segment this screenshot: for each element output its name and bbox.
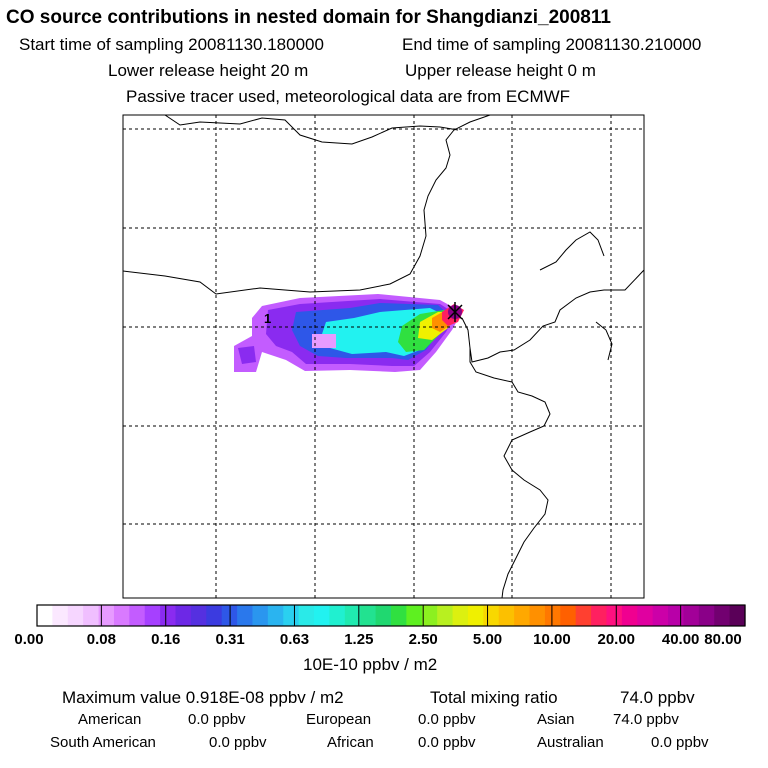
colorbar-tick-label: 40.00 bbox=[661, 631, 700, 648]
tracer-label: Passive tracer used, meteorological data… bbox=[126, 87, 571, 106]
colorbar-swatch bbox=[375, 605, 392, 626]
colorbar-tick-label: 0.16 bbox=[151, 631, 181, 648]
colorbar-tick-label: 20.00 bbox=[597, 631, 636, 648]
plume-contour-label: 1 bbox=[264, 311, 271, 326]
colorbar-swatch bbox=[67, 605, 84, 626]
colorbar-swatch bbox=[467, 605, 484, 626]
plume-south-blob bbox=[238, 346, 256, 364]
colorbar-swatch bbox=[52, 605, 69, 626]
colorbar-tick-label: 0.08 bbox=[86, 631, 116, 648]
colorbar-swatch bbox=[206, 605, 223, 626]
colorbar-unit-label: 10E-10 ppbv / m2 bbox=[303, 655, 438, 674]
colorbar-swatch bbox=[283, 605, 300, 626]
total-mixing-ratio-label: Total mixing ratio bbox=[430, 688, 558, 707]
colorbar-swatch bbox=[360, 605, 377, 626]
maximum-value-label: Maximum value 0.918E-08 ppbv / m2 bbox=[62, 688, 344, 707]
source-value: 0.0 ppbv bbox=[418, 734, 476, 751]
colorbar-swatch bbox=[406, 605, 423, 626]
colorbar-swatch bbox=[298, 605, 315, 626]
colorbar-tick-label: 10.00 bbox=[533, 631, 571, 648]
colorbar-tick-label: 0.00 bbox=[14, 631, 44, 648]
colorbar-swatch bbox=[683, 605, 700, 626]
colorbar-swatch bbox=[344, 605, 361, 626]
colorbar-swatch bbox=[621, 605, 638, 626]
colorbar-swatch bbox=[560, 605, 577, 626]
start-time-label: Start time of sampling 20081130.180000 bbox=[19, 35, 324, 54]
chart-title: CO source contributions in nested domain… bbox=[6, 7, 611, 28]
colorbar-swatch bbox=[591, 605, 608, 626]
source-name: European bbox=[306, 711, 372, 728]
colorbar-swatch bbox=[329, 605, 346, 626]
colorbar-swatch bbox=[698, 605, 715, 626]
colorbar-frame bbox=[36, 604, 746, 627]
colorbar-swatch bbox=[144, 605, 161, 626]
source-value: 0.0 ppbv bbox=[188, 711, 246, 728]
total-mixing-ratio-value: 74.0 ppbv bbox=[620, 688, 695, 707]
source-value: 74.0 ppbv bbox=[613, 711, 679, 728]
colorbar-tick-label: 0.31 bbox=[215, 631, 245, 648]
source-name: South American bbox=[50, 734, 156, 751]
colorbar-swatch bbox=[729, 605, 746, 626]
colorbar-swatch bbox=[714, 605, 731, 626]
colorbar-swatch bbox=[606, 605, 623, 626]
plume-light-patch bbox=[312, 334, 336, 348]
source-value: 0.0 ppbv bbox=[651, 734, 709, 751]
colorbar-swatch bbox=[190, 605, 207, 626]
upper-release-label: Upper release height 0 m bbox=[405, 61, 596, 80]
source-name: African bbox=[327, 734, 374, 751]
colorbar-swatch bbox=[175, 605, 192, 626]
source-name: American bbox=[78, 711, 142, 728]
colorbar-swatch bbox=[529, 605, 546, 626]
colorbar-swatch bbox=[391, 605, 407, 626]
plume-field: 1 bbox=[234, 294, 464, 372]
lower-release-label: Lower release height 20 m bbox=[108, 61, 309, 80]
colorbar-tick-label: 80.00 bbox=[704, 631, 742, 648]
coastlines bbox=[123, 115, 644, 598]
colorbar-swatch bbox=[514, 605, 531, 626]
colorbar-swatch bbox=[637, 605, 654, 626]
colorbar-swatch bbox=[437, 605, 454, 626]
colorbar-swatch bbox=[237, 605, 254, 626]
end-time-label: End time of sampling 20081130.210000 bbox=[402, 35, 702, 54]
colorbar-swatch bbox=[267, 605, 284, 626]
colorbar-swatch bbox=[452, 605, 469, 626]
source-name: Asian bbox=[537, 711, 575, 728]
map-grid bbox=[123, 115, 644, 598]
source-value: 0.0 ppbv bbox=[209, 734, 267, 751]
colorbar-swatch bbox=[83, 605, 100, 626]
colorbar-swatch bbox=[652, 605, 669, 626]
colorbar-tick-label: 1.25 bbox=[344, 631, 374, 648]
colorbar-swatch bbox=[544, 605, 561, 626]
map-frame bbox=[122, 114, 645, 599]
source-value: 0.0 ppbv bbox=[418, 711, 476, 728]
colorbar-swatch bbox=[421, 605, 438, 626]
colorbar-swatch bbox=[113, 605, 130, 626]
colorbar-tick-label: 2.50 bbox=[408, 631, 438, 648]
colorbar-swatch bbox=[37, 605, 53, 626]
colorbar-swatch bbox=[252, 605, 269, 626]
colorbar-tick-label: 5.00 bbox=[472, 631, 503, 648]
colorbar-swatch bbox=[668, 605, 685, 626]
colorbar-swatch bbox=[98, 605, 115, 626]
receptor-marker bbox=[447, 302, 463, 322]
colorbar-swatch bbox=[129, 605, 146, 626]
colorbar-swatch bbox=[483, 605, 500, 626]
colorbar-tick-label: 0.63 bbox=[279, 631, 310, 648]
colorbar-swatch bbox=[575, 605, 592, 626]
colorbar-swatch bbox=[160, 605, 177, 626]
source-name: Australian bbox=[537, 734, 604, 751]
colorbar bbox=[36, 604, 746, 627]
colorbar-swatch bbox=[314, 605, 331, 626]
colorbar-swatch bbox=[498, 605, 515, 626]
